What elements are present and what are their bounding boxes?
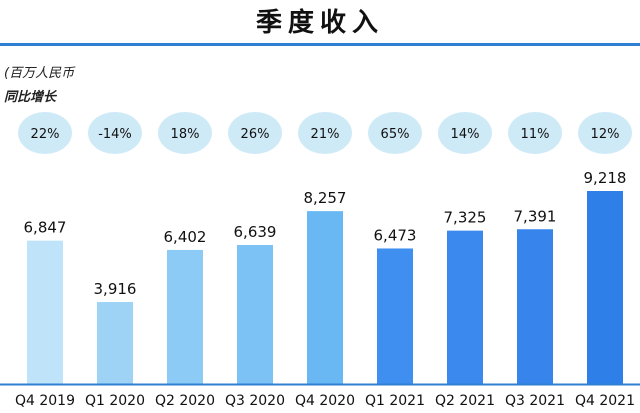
value-labels: 6,847 3,916 6,402 6,639 8,257 6,473 7,325 7,391… [24,169,627,298]
bar [97,302,133,384]
bar [167,249,203,384]
yoy-bubble [158,112,212,154]
yoy-bubble-label: 22% [31,127,60,142]
yoy-bubble-label: 21% [311,127,340,142]
bar-value-label: 9,218 [584,169,627,187]
bar [587,191,623,384]
yoy-growth-label: 同比增长 [4,90,57,105]
bar-value-label: 7,391 [514,207,557,225]
yoy-bubble [298,112,352,154]
yoy-bubble [228,112,282,154]
yoy-bubble [368,112,422,154]
yoy-bubble-label: 14% [451,127,480,142]
unit-label: (百万人民币 [4,66,75,81]
bar [517,229,553,384]
bar-value-label: 6,639 [234,223,277,241]
yoy-bubble [88,112,142,154]
bar-value-label: 6,473 [374,226,417,244]
bar [447,230,483,384]
yoy-bubbles: 22% -14% 18% 26% 21% 65% 14% 11% 12% [18,112,632,154]
bar-value-label: 3,916 [94,280,137,298]
bar-value-label: 6,847 [24,219,67,237]
bar [237,244,273,384]
yoy-bubble [508,112,562,154]
bar-value-label: 6,402 [164,228,207,246]
x-tick-label: Q3 2021 [505,393,565,409]
yoy-bubble-label: 26% [241,127,270,142]
bar [27,240,63,384]
yoy-bubble [438,112,492,154]
yoy-bubble-label: 65% [381,127,410,142]
x-tick-label: Q4 2020 [295,393,355,409]
x-tick-label: Q1 2020 [85,393,145,409]
chart-title: 季度收入 [255,8,384,38]
yoy-bubble [18,112,72,154]
x-tick-label: Q3 2020 [225,393,285,409]
x-tick-labels: Q4 2019 Q1 2020 Q2 2020 Q3 2020 Q4 2020 Q1 20… [15,393,635,409]
bar [377,248,413,384]
yoy-bubble-label: 12% [591,127,620,142]
bar-value-label: 7,325 [444,209,487,227]
x-tick-label: Q4 2021 [575,393,635,409]
yoy-bubble [578,112,632,154]
x-tick-label: Q4 2019 [15,393,75,409]
x-tick-label: Q2 2021 [435,393,495,409]
title-divider [0,43,640,46]
yoy-bubble-label: -14% [98,127,132,142]
bar-value-label: 8,257 [304,189,347,207]
x-tick-label: Q1 2021 [365,393,425,409]
bar [307,211,343,384]
x-tick-label: Q2 2020 [155,393,215,409]
bar-series [27,191,623,384]
yoy-bubble-label: 18% [171,127,200,142]
yoy-bubble-label: 11% [521,127,550,142]
